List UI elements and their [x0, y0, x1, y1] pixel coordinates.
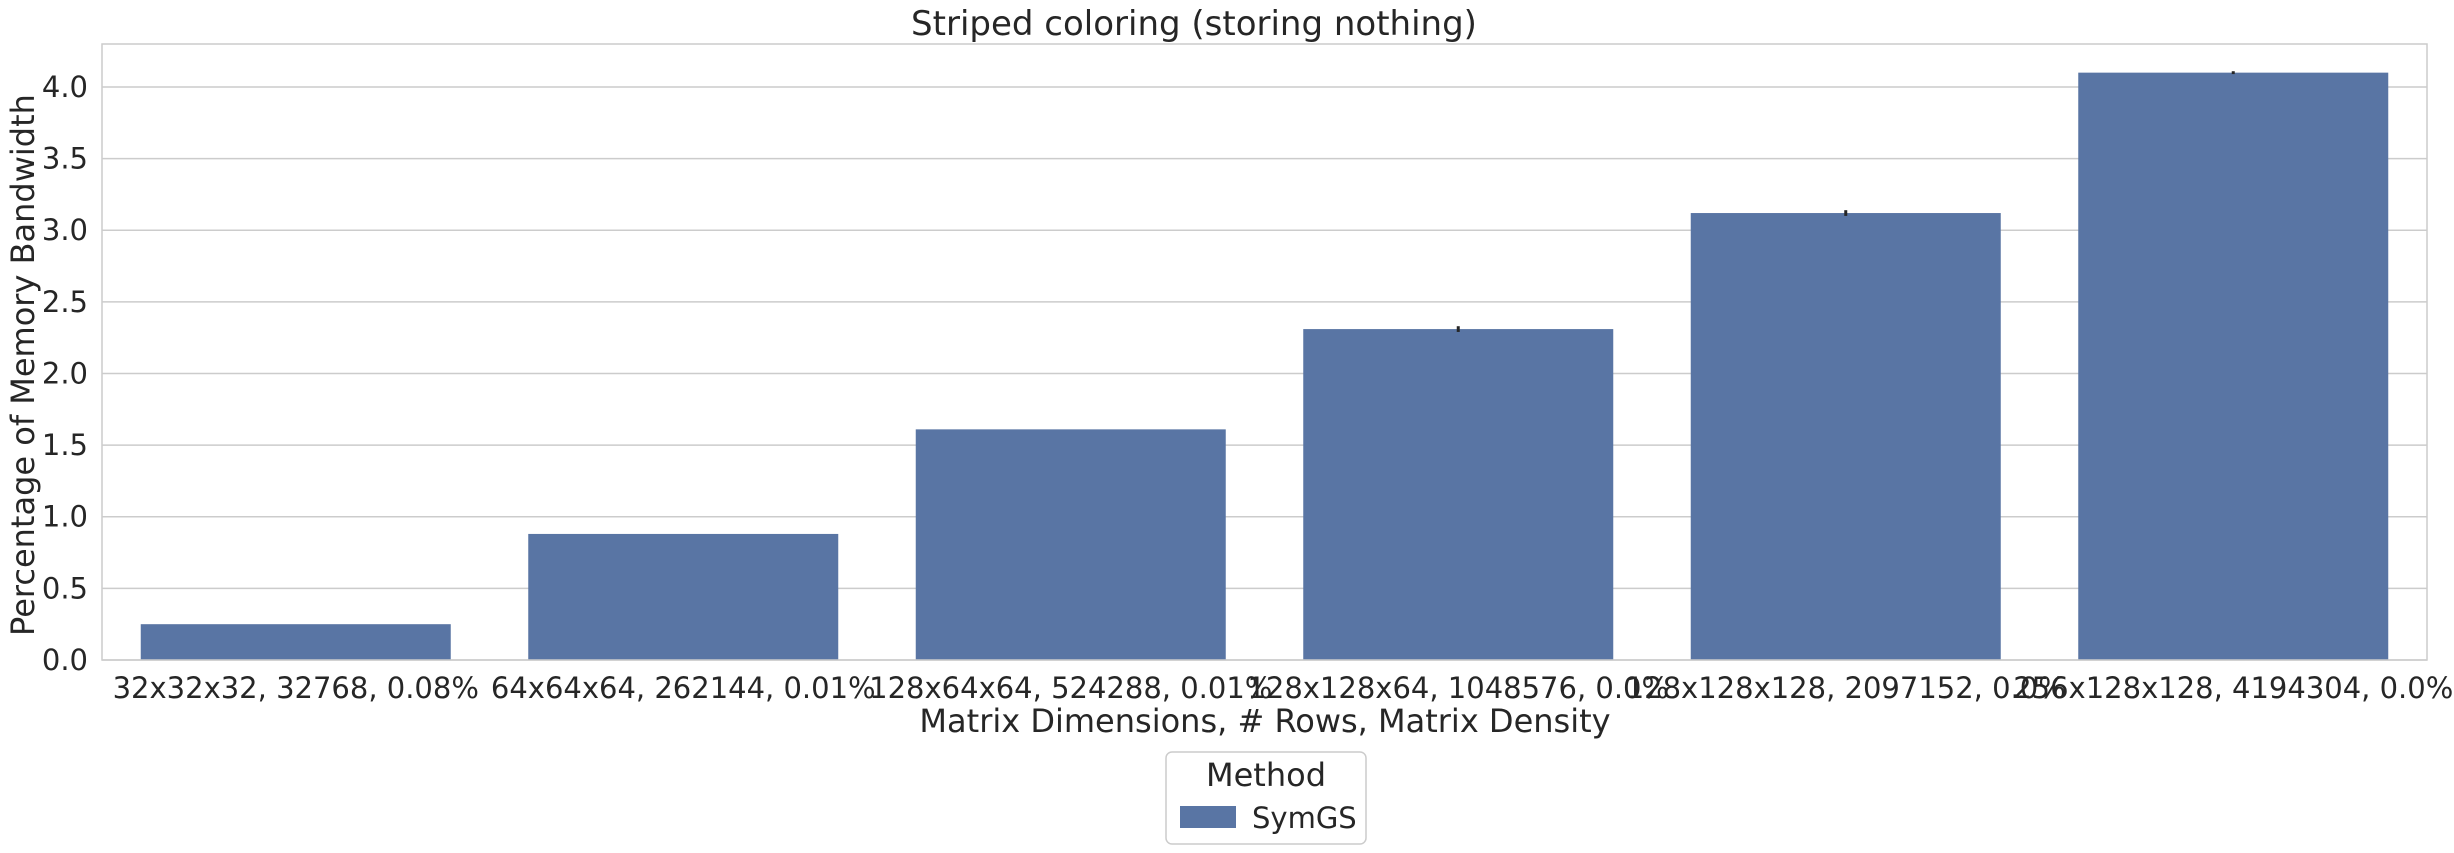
x-tick-label: 128x64x64, 524288, 0.01% — [869, 671, 1272, 705]
grid-lines — [102, 86, 2427, 661]
y-tick-label: 3.5 — [42, 142, 88, 176]
bar — [915, 429, 1226, 660]
bar — [1303, 329, 1614, 660]
bars — [140, 72, 2389, 660]
x-tick-label: 32x32x32, 32768, 0.08% — [113, 671, 479, 705]
y-tick-label: 2.5 — [42, 285, 88, 319]
bar — [1690, 213, 2001, 660]
y-tick-label: 0.0 — [42, 643, 88, 677]
x-tick-label: 128x128x64, 1048576, 0.0% — [1247, 671, 1669, 705]
bar — [528, 533, 839, 660]
plot-frame — [101, 43, 2428, 661]
x-tick-label: 128x128x128, 2097152, 0.0% — [1626, 671, 2066, 705]
y-tick-label: 4.0 — [42, 70, 88, 104]
legend: Method SymGS — [1165, 751, 1367, 845]
x-tick-label: 64x64x64, 262144, 0.01% — [491, 671, 876, 705]
bar — [2078, 72, 2389, 660]
legend-label-symgs: SymGS — [1252, 801, 1357, 835]
error-bars — [1456, 71, 2235, 332]
bar — [140, 624, 451, 660]
x-tick-label: 256x128x128, 4194304, 0.0% — [2013, 671, 2453, 705]
y-tick-label: 2.0 — [42, 356, 88, 390]
y-axis-label: Percentage of Memory Bandwidth — [4, 94, 42, 636]
x-tick-labels: 32x32x32, 32768, 0.08% 64x64x64, 262144, … — [113, 671, 2454, 705]
y-tick-label: 3.0 — [42, 213, 88, 247]
legend-swatch-symgs — [1180, 806, 1236, 828]
y-tick-label: 1.5 — [42, 428, 88, 462]
y-tick-labels: 0.0 0.5 1.0 1.5 2.0 2.5 3.0 3.5 4.0 — [42, 70, 88, 677]
y-tick-label: 1.0 — [42, 500, 88, 534]
chart-title: Striped coloring (storing nothing) — [911, 4, 1477, 44]
x-axis-label: Matrix Dimensions, # Rows, Matrix Densit… — [919, 702, 1610, 740]
y-tick-label: 0.5 — [42, 571, 88, 605]
legend-title: Method — [1206, 756, 1326, 794]
